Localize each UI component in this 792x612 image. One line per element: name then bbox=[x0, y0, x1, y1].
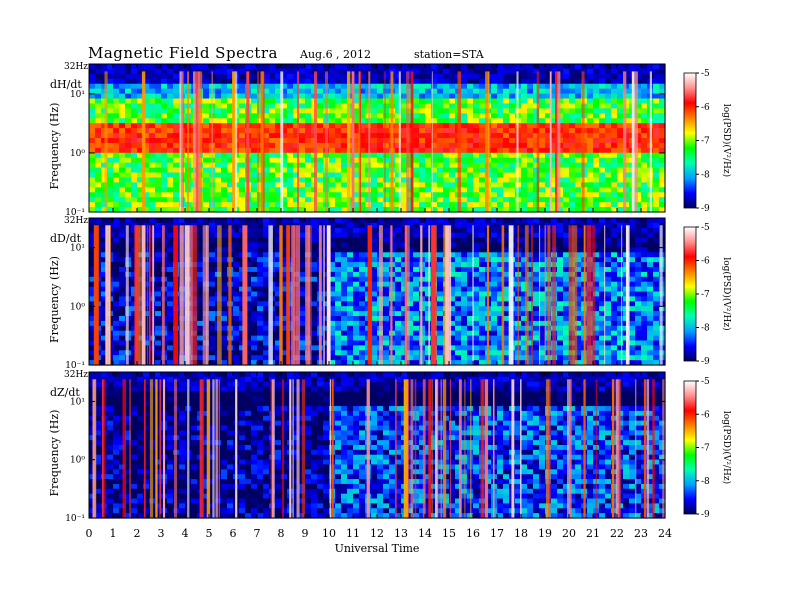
colorbar-scale bbox=[683, 72, 697, 209]
colorbar-tick-label: -9 bbox=[701, 510, 710, 520]
x-tick-label: 16 bbox=[466, 527, 480, 540]
colorbar-tick-label: -7 bbox=[701, 444, 710, 454]
colorbar-tick-label: -5 bbox=[701, 223, 710, 233]
x-tick-label: 22 bbox=[610, 527, 624, 540]
x-tick-label: 2 bbox=[134, 527, 141, 540]
spectrogram-panel-dH-per-dt: dH/dt 32Hz 10¹ 10⁰ 10⁻¹ Frequency (Hz) bbox=[48, 62, 666, 218]
y-tick-label: 10⁻¹ bbox=[65, 514, 85, 524]
y-tick-label: 10⁻¹ bbox=[65, 208, 85, 218]
x-tick-label: 13 bbox=[394, 527, 408, 540]
date-label: Aug.6 , 2012 bbox=[300, 48, 372, 61]
y-tick-label: 10⁰ bbox=[70, 302, 85, 312]
colorbar-scale bbox=[683, 226, 697, 362]
y-axis-label: Frequency (Hz) bbox=[48, 256, 61, 343]
x-tick-label: 19 bbox=[538, 527, 552, 540]
colorbar-tick-label: -8 bbox=[701, 324, 710, 334]
y-tick-label: 10¹ bbox=[70, 90, 85, 100]
x-tick-label: 10 bbox=[322, 527, 336, 540]
colorbar-label: log(PSD)(V²/Hz) bbox=[721, 411, 732, 484]
x-tick-label: 6 bbox=[230, 527, 237, 540]
top-frequency-label: 32Hz bbox=[64, 370, 88, 380]
x-tick-label: 24 bbox=[658, 527, 672, 540]
y-tick-label: 10⁰ bbox=[70, 149, 85, 159]
panel-name: dD/dt bbox=[50, 232, 82, 245]
spectrogram-panel-dZ-per-dt: dZ/dt 32Hz 10¹ 10⁰ 10⁻¹ Frequency (Hz) bbox=[48, 370, 666, 524]
x-tick-label: 23 bbox=[634, 527, 648, 540]
y-axis-label: Frequency (Hz) bbox=[48, 410, 61, 497]
x-tick-label: 14 bbox=[418, 527, 432, 540]
x-tick-label: 15 bbox=[442, 527, 456, 540]
x-tick-label: 9 bbox=[302, 527, 309, 540]
top-frequency-label: 32Hz bbox=[64, 216, 88, 226]
x-axis: 0 1 2 3 4 5 6 7 8 9 10 11 12 13 14 15 16 17 18 19 20 21 22 23 24… bbox=[86, 527, 673, 555]
x-axis-label: Universal Time bbox=[335, 542, 420, 555]
colorbar-label: log(PSD)(V²/Hz) bbox=[721, 104, 732, 177]
panel-name: dZ/dt bbox=[50, 386, 80, 399]
colorbar: -5 -6 -7 -8 -9 log(PSD)(V²/Hz) bbox=[683, 377, 732, 520]
colorbar-tick-label: -8 bbox=[701, 170, 710, 180]
x-tick-label: 17 bbox=[490, 527, 504, 540]
colorbar-tick-label: -9 bbox=[701, 357, 710, 367]
y-tick-label: 10⁻¹ bbox=[65, 361, 85, 371]
colorbar-tick-label: -9 bbox=[701, 204, 710, 214]
panel-name: dH/dt bbox=[50, 78, 82, 91]
y-tick-label: 10¹ bbox=[70, 244, 85, 254]
station-label: station=STA bbox=[414, 48, 484, 61]
x-tick-label: 1 bbox=[110, 527, 117, 540]
y-tick-label: 10¹ bbox=[70, 397, 85, 407]
x-tick-label: 0 bbox=[86, 527, 93, 540]
colorbar-tick-label: -6 bbox=[701, 410, 710, 420]
spectrogram-panel-dD-per-dt: dD/dt 32Hz 10¹ 10⁰ 10⁻¹ Frequency (Hz) bbox=[48, 216, 666, 371]
x-tick-label: 4 bbox=[182, 527, 189, 540]
x-tick-label: 21 bbox=[586, 527, 600, 540]
plot-title: Magnetic Field Spectra bbox=[88, 44, 278, 62]
colorbar-tick-label: -5 bbox=[701, 377, 710, 387]
x-tick-label: 12 bbox=[370, 527, 384, 540]
colorbar-tick-label: -6 bbox=[701, 103, 710, 113]
colorbar: -5 -6 -7 -8 -9 log(PSD)(V²/Hz) bbox=[683, 223, 732, 367]
colorbar-tick-label: -7 bbox=[701, 137, 710, 147]
x-tick-label: 8 bbox=[278, 527, 285, 540]
x-tick-label: 5 bbox=[206, 527, 213, 540]
x-tick-label: 7 bbox=[254, 527, 261, 540]
y-axis-label: Frequency (Hz) bbox=[48, 103, 61, 190]
x-tick-label: 18 bbox=[514, 527, 528, 540]
colorbar: -5 -6 -7 -8 -9 log(PSD)(V²/Hz) bbox=[683, 69, 732, 214]
colorbar-scale bbox=[683, 380, 697, 515]
colorbar-tick-label: -5 bbox=[701, 69, 710, 79]
y-tick-label: 10⁰ bbox=[70, 456, 85, 466]
x-tick-label: 20 bbox=[562, 527, 576, 540]
colorbar-label: log(PSD)(V²/Hz) bbox=[721, 257, 732, 330]
x-tick-label: 3 bbox=[158, 527, 165, 540]
top-frequency-label: 32Hz bbox=[64, 62, 88, 72]
colorbar-tick-label: -7 bbox=[701, 290, 710, 300]
colorbar-tick-label: -8 bbox=[701, 477, 710, 487]
colorbar-tick-label: -6 bbox=[701, 257, 710, 267]
x-tick-label: 11 bbox=[346, 527, 360, 540]
